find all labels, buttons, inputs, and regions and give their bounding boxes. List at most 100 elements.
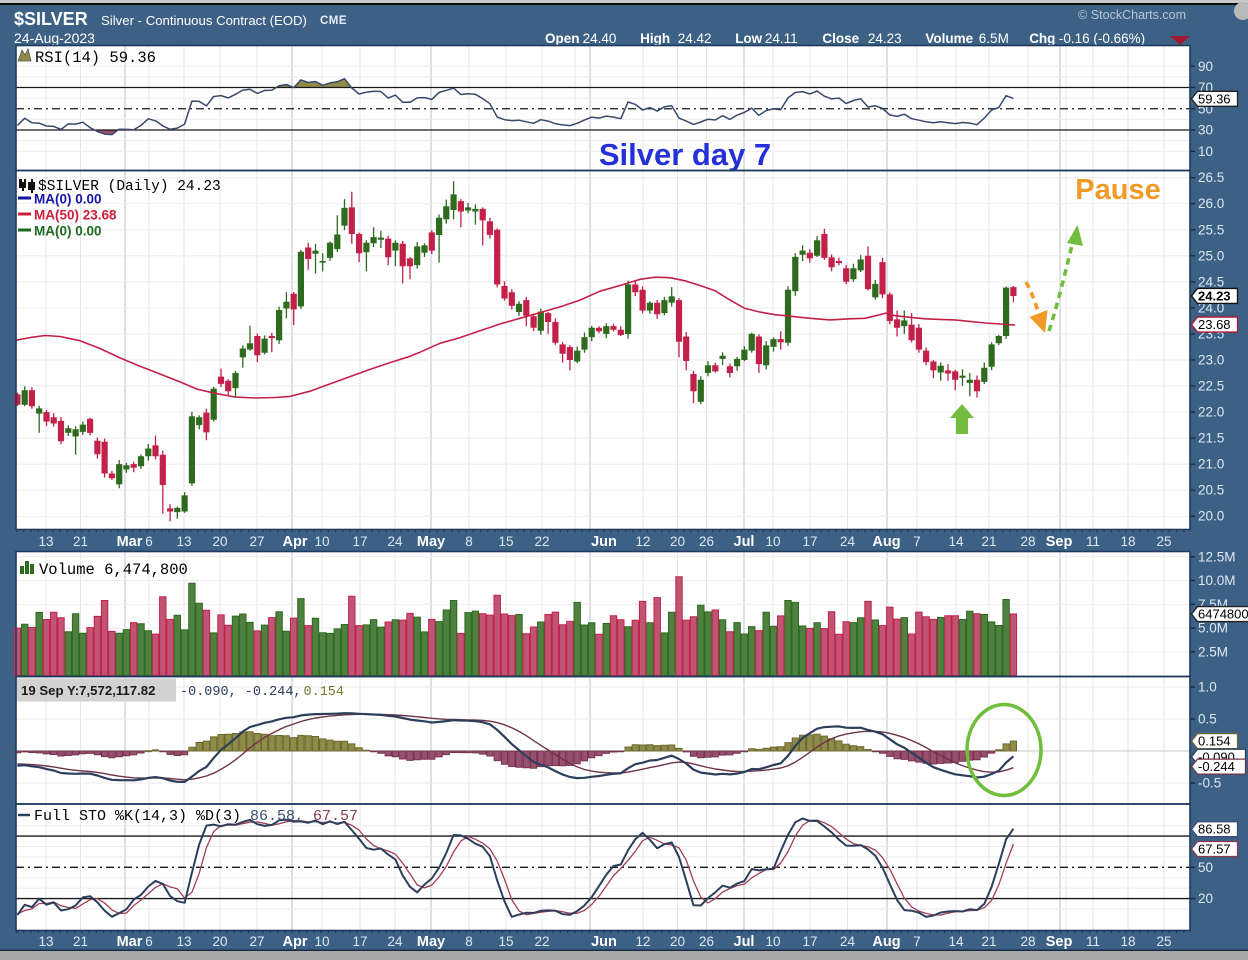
svg-text:0.154: 0.154 bbox=[1198, 734, 1231, 749]
svg-text:7: 7 bbox=[913, 934, 921, 949]
svg-text:Aug: Aug bbox=[872, 534, 900, 550]
svg-text:May: May bbox=[417, 934, 445, 950]
svg-text:13: 13 bbox=[38, 934, 53, 949]
svg-text:21: 21 bbox=[73, 534, 88, 549]
svg-text:Jun: Jun bbox=[591, 934, 617, 950]
svg-text:6.5M: 6.5M bbox=[979, 31, 1009, 46]
svg-text:CME: CME bbox=[320, 15, 347, 27]
svg-text:20: 20 bbox=[670, 534, 685, 549]
svg-text:24.23: 24.23 bbox=[868, 31, 902, 46]
svg-text:24-Aug-2023: 24-Aug-2023 bbox=[14, 30, 95, 46]
svg-text:59.36: 59.36 bbox=[1198, 91, 1231, 106]
svg-text:20.0: 20.0 bbox=[1198, 509, 1224, 524]
svg-text:28: 28 bbox=[1020, 934, 1035, 949]
svg-text:24: 24 bbox=[840, 934, 856, 949]
svg-text:17: 17 bbox=[802, 534, 817, 549]
svg-text:24.0: 24.0 bbox=[1198, 300, 1224, 315]
svg-text:-0.090, -0.244,: -0.090, -0.244, bbox=[180, 685, 302, 700]
svg-text:10: 10 bbox=[314, 934, 329, 949]
svg-text:12: 12 bbox=[635, 534, 650, 549]
svg-text:22: 22 bbox=[534, 534, 549, 549]
svg-text:7: 7 bbox=[913, 534, 921, 549]
svg-text:14: 14 bbox=[948, 934, 964, 949]
svg-text:Mar: Mar bbox=[117, 534, 143, 550]
svg-text:50: 50 bbox=[1198, 860, 1213, 875]
svg-text:11: 11 bbox=[1086, 534, 1100, 549]
svg-text:Aug: Aug bbox=[872, 934, 900, 950]
svg-text:15: 15 bbox=[498, 934, 513, 949]
svg-text:20: 20 bbox=[212, 934, 227, 949]
svg-text:23.0: 23.0 bbox=[1198, 352, 1224, 367]
svg-text:17: 17 bbox=[352, 534, 367, 549]
svg-text:90: 90 bbox=[1198, 59, 1213, 74]
svg-text:24.42: 24.42 bbox=[678, 31, 712, 46]
svg-text:Low: Low bbox=[735, 31, 762, 46]
svg-text:10: 10 bbox=[765, 534, 780, 549]
svg-text:21.0: 21.0 bbox=[1198, 457, 1224, 472]
svg-text:MA(0) 0.00: MA(0) 0.00 bbox=[34, 224, 102, 239]
svg-text:10: 10 bbox=[1198, 144, 1213, 159]
svg-text:$SILVER: $SILVER bbox=[14, 9, 88, 29]
svg-text:22.0: 22.0 bbox=[1198, 405, 1224, 420]
svg-text:0.154: 0.154 bbox=[304, 685, 345, 700]
svg-text:Sep: Sep bbox=[1046, 534, 1073, 550]
svg-text:11: 11 bbox=[1086, 934, 1100, 949]
svg-text:67.57: 67.57 bbox=[313, 808, 358, 825]
svg-text:Open: Open bbox=[545, 31, 580, 46]
svg-text:15: 15 bbox=[498, 534, 513, 549]
svg-text:20: 20 bbox=[212, 534, 227, 549]
svg-text:13: 13 bbox=[176, 934, 191, 949]
svg-text:26.5: 26.5 bbox=[1198, 170, 1224, 185]
svg-text:25.5: 25.5 bbox=[1198, 222, 1224, 237]
svg-text:Mar: Mar bbox=[117, 934, 143, 950]
svg-text:21: 21 bbox=[73, 934, 88, 949]
svg-text:1.0: 1.0 bbox=[1198, 680, 1217, 695]
svg-text:22: 22 bbox=[534, 934, 549, 949]
svg-text:MA(0) 0.00: MA(0) 0.00 bbox=[34, 192, 102, 207]
svg-text:24.23: 24.23 bbox=[1198, 288, 1231, 303]
svg-text:26: 26 bbox=[699, 934, 714, 949]
svg-text:-0.244: -0.244 bbox=[1198, 759, 1235, 774]
svg-text:12.5M: 12.5M bbox=[1198, 549, 1236, 564]
svg-text:14: 14 bbox=[948, 534, 964, 549]
svg-text:6474800: 6474800 bbox=[1198, 607, 1248, 622]
svg-text:22.5: 22.5 bbox=[1198, 379, 1224, 394]
svg-text:27: 27 bbox=[249, 934, 264, 949]
svg-text:20: 20 bbox=[670, 934, 685, 949]
svg-text:Apr: Apr bbox=[283, 934, 308, 950]
svg-text:10.0M: 10.0M bbox=[1198, 573, 1236, 588]
svg-text:Silver - Continuous Contract (: Silver - Continuous Contract (EOD) bbox=[101, 13, 307, 28]
svg-text:Volume 6,474,800: Volume 6,474,800 bbox=[39, 561, 188, 579]
svg-text:27: 27 bbox=[249, 534, 264, 549]
svg-text:26.0: 26.0 bbox=[1198, 196, 1224, 211]
svg-text:24: 24 bbox=[387, 934, 403, 949]
svg-text:MA(50) 23.68: MA(50) 23.68 bbox=[34, 208, 117, 223]
svg-text:8: 8 bbox=[465, 934, 473, 949]
svg-text:13: 13 bbox=[176, 534, 191, 549]
svg-text:23.68: 23.68 bbox=[1198, 317, 1231, 332]
svg-text:Sep: Sep bbox=[1046, 934, 1073, 950]
svg-text:6: 6 bbox=[145, 934, 153, 949]
svg-text:10: 10 bbox=[765, 934, 780, 949]
svg-text:24.40: 24.40 bbox=[583, 31, 617, 46]
svg-text:21: 21 bbox=[981, 534, 996, 549]
svg-text:67.57: 67.57 bbox=[1198, 841, 1231, 856]
svg-text:Full STO %K(14,3) %D(3): Full STO %K(14,3) %D(3) bbox=[34, 808, 241, 825]
svg-text:Pause: Pause bbox=[1075, 174, 1160, 206]
svg-text:18: 18 bbox=[1120, 534, 1135, 549]
svg-text:17: 17 bbox=[802, 934, 817, 949]
svg-text:6: 6 bbox=[145, 534, 153, 549]
svg-text:86.58,: 86.58, bbox=[250, 808, 304, 825]
svg-text:24.5: 24.5 bbox=[1198, 274, 1224, 289]
svg-text:26: 26 bbox=[699, 534, 714, 549]
svg-text:2.5M: 2.5M bbox=[1198, 644, 1228, 659]
svg-text:Apr: Apr bbox=[283, 534, 308, 550]
svg-text:RSI(14) 59.36: RSI(14) 59.36 bbox=[35, 49, 156, 67]
svg-text:25.0: 25.0 bbox=[1198, 248, 1224, 263]
svg-text:Chg: Chg bbox=[1029, 31, 1055, 46]
svg-text:-0.5: -0.5 bbox=[1198, 776, 1221, 791]
svg-text:-0.16 (-0.66%): -0.16 (-0.66%) bbox=[1059, 31, 1145, 46]
svg-text:10: 10 bbox=[314, 534, 329, 549]
svg-text:13: 13 bbox=[38, 534, 53, 549]
svg-text:86.58: 86.58 bbox=[1198, 822, 1231, 837]
